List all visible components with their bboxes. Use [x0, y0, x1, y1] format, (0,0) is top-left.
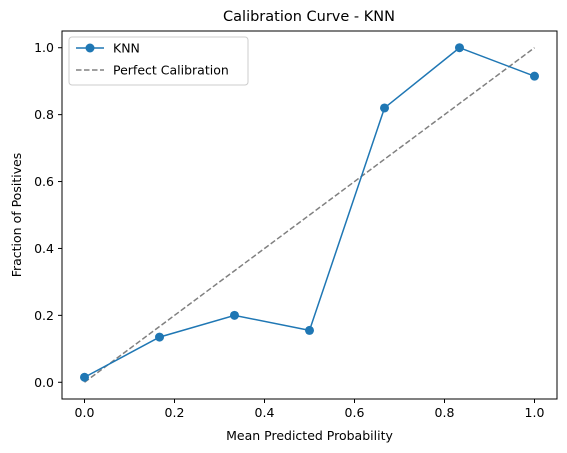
y-tick-label: 0.4 — [34, 241, 54, 256]
x-tick-label: 0.2 — [165, 405, 185, 420]
y-tick-label: 0.0 — [34, 375, 54, 390]
y-tick-label: 0.8 — [34, 107, 54, 122]
x-axis-label: Mean Predicted Probability — [226, 428, 393, 443]
chart-title: Calibration Curve - KNN — [223, 9, 395, 25]
x-tick-label: 0.0 — [75, 405, 95, 420]
ticks-layer: 0.0 0.2 0.4 0.6 0.8 1.0 0.0 0.2 0.4 0.6 0.8 1.0 — [34, 40, 544, 420]
knn-point — [454, 43, 464, 53]
knn-point — [80, 372, 89, 382]
knn-point — [229, 310, 239, 320]
legend-perfect-label: Perfect Calibration — [113, 63, 229, 78]
legend-knn-label: KNN — [113, 41, 140, 56]
knn-point — [530, 71, 539, 81]
y-axis-label: Fraction of Positives — [9, 153, 24, 278]
series-layer — [80, 43, 539, 383]
legend-knn-marker — [85, 43, 95, 53]
x-tick-label: 0.4 — [255, 405, 275, 420]
y-tick-label: 0.2 — [34, 308, 54, 323]
knn-point — [155, 332, 165, 342]
perfect-calibration-line — [84, 47, 535, 383]
knn-point — [305, 325, 314, 335]
x-tick-label: 0.8 — [435, 405, 455, 420]
y-tick-label: 1.0 — [34, 40, 54, 55]
plot-frame — [61, 30, 558, 400]
y-tick-label: 0.6 — [34, 174, 54, 189]
knn-point — [380, 103, 390, 113]
legend-frame — [68, 36, 249, 86]
x-tick-label: 1.0 — [525, 405, 545, 420]
legend: KNN Perfect Calibration — [68, 36, 249, 86]
x-tick-label: 0.6 — [345, 405, 365, 420]
